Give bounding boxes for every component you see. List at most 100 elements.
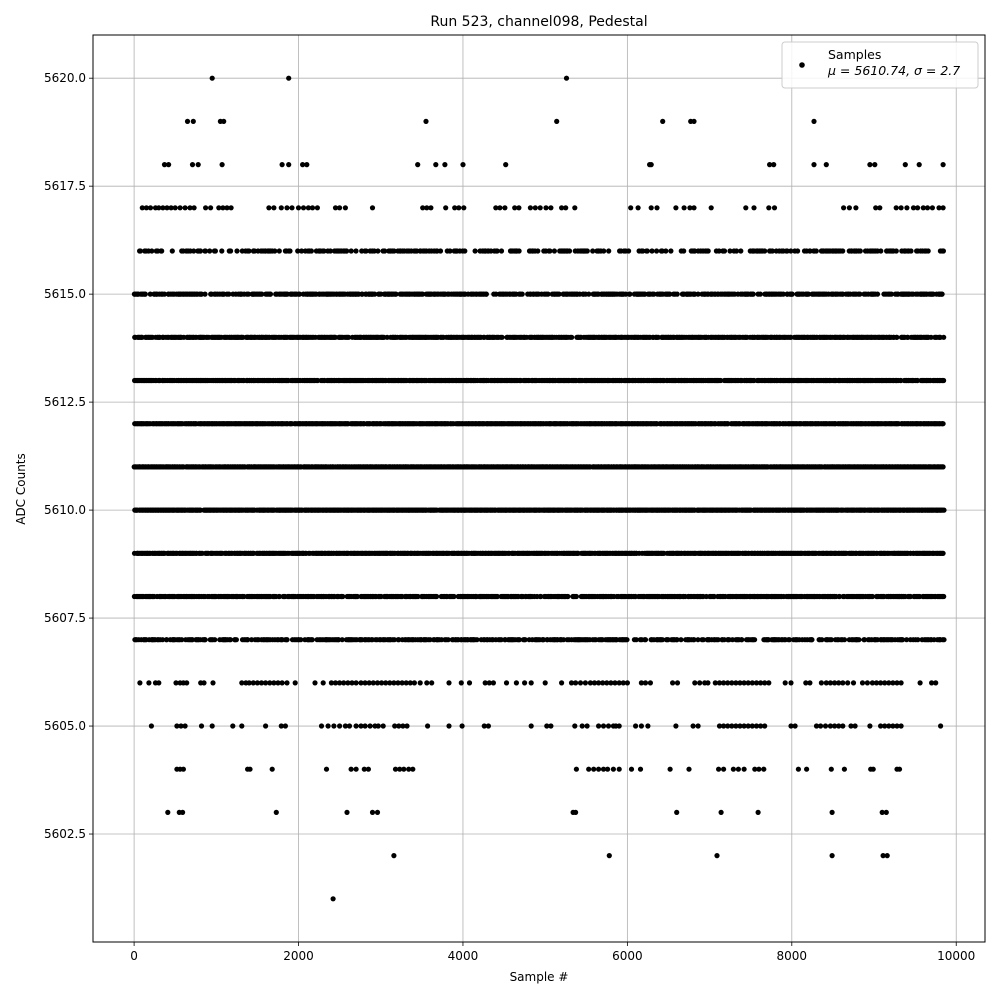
data-point: [191, 205, 197, 211]
data-point: [705, 248, 711, 254]
data-point: [556, 291, 562, 297]
data-point: [519, 291, 525, 297]
data-point: [266, 205, 272, 211]
data-point: [305, 205, 311, 211]
data-point: [640, 248, 646, 254]
data-point: [888, 291, 895, 297]
data-point: [208, 205, 214, 211]
data-point: [920, 205, 926, 211]
data-point: [547, 248, 553, 254]
data-point: [910, 205, 917, 211]
data-point: [499, 334, 505, 340]
data-point: [771, 162, 777, 168]
data-point: [853, 205, 859, 211]
data-point: [762, 248, 768, 254]
data-point: [202, 248, 209, 254]
data-point: [929, 205, 936, 211]
data-point: [309, 205, 316, 211]
data-point: [894, 334, 900, 340]
data-point: [941, 507, 947, 513]
data-point: [857, 291, 863, 297]
data-point: [143, 205, 149, 211]
data-point: [940, 205, 946, 211]
data-point: [493, 205, 499, 211]
data-point: [219, 248, 225, 254]
data-point: [156, 205, 162, 211]
data-point: [841, 205, 847, 211]
data-point: [442, 162, 448, 168]
data-point: [137, 248, 143, 254]
data-point: [708, 205, 714, 211]
data-points: [131, 75, 947, 902]
data-point: [751, 205, 757, 211]
data-point: [228, 205, 234, 211]
data-point: [626, 248, 632, 254]
data-point: [461, 205, 467, 211]
data-point: [606, 248, 612, 254]
data-point: [648, 205, 654, 211]
data-point: [878, 248, 884, 254]
data-point: [766, 205, 772, 211]
data-point: [627, 291, 633, 297]
data-point: [654, 248, 660, 254]
data-point: [483, 291, 489, 297]
data-point: [191, 248, 197, 254]
data-point: [375, 248, 381, 254]
data-point: [353, 248, 359, 254]
data-point: [502, 205, 508, 211]
data-point: [286, 75, 292, 81]
data-point: [811, 118, 817, 124]
data-point: [738, 248, 744, 254]
data-point: [716, 248, 722, 254]
data-point: [563, 205, 569, 211]
data-point: [527, 205, 534, 211]
data-point: [437, 248, 444, 254]
data-point: [286, 162, 292, 168]
data-point: [503, 162, 509, 168]
data-point: [220, 205, 226, 211]
data-point: [276, 248, 282, 254]
data-point: [168, 205, 174, 211]
data-point: [695, 291, 701, 297]
data-point: [840, 248, 846, 254]
data-point: [346, 334, 352, 340]
data-point: [687, 205, 693, 211]
data-point: [424, 205, 430, 211]
data-point: [189, 162, 196, 168]
data-point: [750, 291, 756, 297]
data-point: [532, 205, 538, 211]
data-point: [928, 334, 934, 340]
data-point: [278, 205, 284, 211]
data-point: [635, 205, 641, 211]
data-point: [284, 205, 290, 211]
data-point: [660, 118, 666, 124]
data-point: [195, 162, 201, 168]
data-point: [190, 118, 196, 124]
data-point: [811, 162, 817, 168]
data-point: [279, 162, 285, 168]
data-point: [516, 205, 522, 211]
data-point: [681, 248, 687, 254]
data-point: [767, 162, 773, 168]
data-point: [667, 291, 673, 297]
data-point: [321, 248, 327, 254]
data-point: [369, 205, 376, 211]
data-point: [332, 205, 339, 211]
data-point: [415, 162, 421, 168]
data-point: [221, 118, 227, 124]
data-point: [780, 291, 786, 297]
data-point: [691, 205, 697, 211]
data-point: [644, 248, 650, 254]
data-point: [177, 205, 183, 211]
data-point: [460, 162, 466, 168]
data-point: [940, 248, 947, 254]
data-point: [497, 205, 503, 211]
data-point: [197, 248, 204, 254]
data-point: [924, 205, 931, 211]
data-point: [857, 248, 863, 254]
data-point: [649, 248, 655, 254]
data-point: [169, 248, 175, 254]
data-point: [172, 205, 178, 211]
